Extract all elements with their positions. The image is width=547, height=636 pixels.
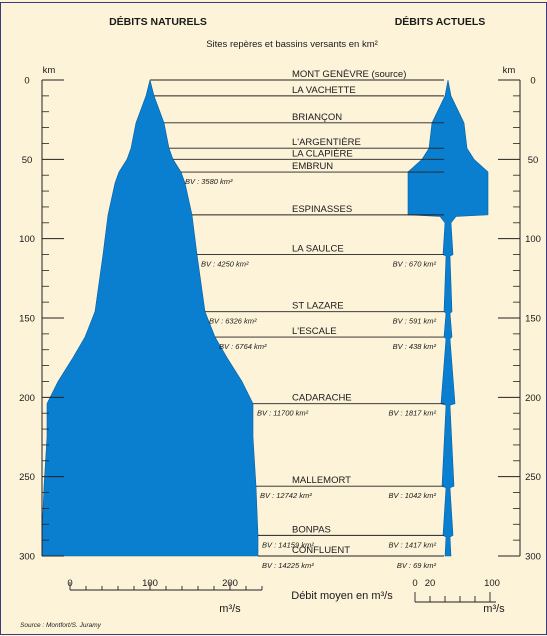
bv-actual-11: BV : 1042 km² <box>388 491 436 500</box>
site-label-7: LA SAULCE <box>292 244 344 255</box>
km-tick-label-100: 100 <box>19 234 35 245</box>
km-tick-label-200: 200 <box>19 393 35 404</box>
flow-tick-label-right-1: 20 <box>425 578 436 589</box>
flow-tick-label-0: 0 <box>67 578 72 589</box>
km-tick-label-150: 150 <box>19 314 35 325</box>
bv-natural-11: BV : 12742 km² <box>260 491 312 500</box>
site-label-13: CONFLUENT <box>292 545 350 556</box>
bv-natural-13: BV : 14225 km² <box>262 561 314 570</box>
bottom-left-flow-axis: 0 100 200 m³/s <box>67 578 263 615</box>
km-tick-label-250: 250 <box>19 472 35 483</box>
km-tick-label-100: 100 <box>525 234 541 245</box>
bv-actual-13: BV : 69 km² <box>397 561 437 570</box>
bv-actual-8: BV : 591 km² <box>393 317 437 326</box>
site-label-2: BRIANÇON <box>292 112 342 123</box>
site-label-1: LA VACHETTE <box>292 85 356 96</box>
bv-natural-5: BV : 3580 km² <box>185 177 233 186</box>
bv-actual-7: BV : 670 km² <box>393 260 437 269</box>
km-tick-label-300: 300 <box>525 552 541 563</box>
km-axis-unit: km <box>503 65 516 76</box>
bv-natural-7: BV : 4250 km² <box>201 260 249 269</box>
bv-natural-8: BV : 6326 km² <box>209 317 257 326</box>
bv-natural-9: BV : 6764 km² <box>219 342 267 351</box>
km-tick-label-250: 250 <box>525 472 541 483</box>
site-label-11: MALLEMORT <box>292 475 351 486</box>
flow-tick-label-right-0: 0 <box>412 578 417 589</box>
bottom-right-flow-axis: 0 20 100 m³/s <box>412 578 505 615</box>
site-label-5: EMBRUN <box>292 161 333 172</box>
site-label-9: L'ESCALE <box>292 326 337 337</box>
km-tick-label-50: 50 <box>22 155 33 166</box>
right-title: DÉBITS ACTUELS <box>395 15 486 28</box>
bv-natural-12: BV : 14159 km² <box>262 540 314 549</box>
x-axis-title: Débit moyen en m³/s <box>291 590 393 602</box>
flow-tick-label-right-2: 100 <box>484 578 500 589</box>
actual-flow-shape <box>407 79 489 557</box>
flow-axis-unit: m³/s <box>219 603 241 615</box>
flow-axis-unit-right: m³/s <box>483 603 505 615</box>
flow-shapes <box>41 79 489 557</box>
km-tick-label-150: 150 <box>525 314 541 325</box>
km-tick-label-50: 50 <box>528 155 539 166</box>
left-title: DÉBITS NATURELS <box>109 15 207 28</box>
flow-tick-label-200: 200 <box>222 578 238 589</box>
flow-tick-label-100: 100 <box>142 578 158 589</box>
km-axis-unit: km <box>43 65 56 76</box>
left-km-axis: 0 50 100 150 200 250 300 km <box>19 65 64 563</box>
site-label-12: BONPAS <box>292 524 331 535</box>
site-label-3: L'ARGENTIÈRE <box>292 137 361 148</box>
right-km-axis: 0 50 100 150 200 250 300 km <box>498 65 541 563</box>
km-tick-label-300: 300 <box>19 552 35 563</box>
site-label-10: CADARACHE <box>292 393 352 404</box>
source-note: Source : Montfort/S. Juramy <box>20 622 102 629</box>
site-label-0: MONT GENÈVRE (source) <box>292 69 406 80</box>
bv-natural-10: BV : 11700 km² <box>257 409 309 418</box>
km-tick-label-0: 0 <box>530 76 535 87</box>
bv-actual-10: BV : 1817 km² <box>388 409 436 418</box>
site-label-8: ST LAZARE <box>292 301 344 312</box>
natural-flow-shape <box>41 79 259 557</box>
site-lines: MONT GENÈVRE (source) LA VACHETTE BRIANÇON… <box>150 69 444 570</box>
bv-actual-12: BV : 1417 km² <box>388 540 436 549</box>
subtitle: Sites repères et bassins versants en km² <box>206 39 378 50</box>
site-label-4: LA CLAPIÈRE <box>292 148 353 159</box>
km-tick-label-200: 200 <box>525 393 541 404</box>
bv-actual-9: BV : 438 km² <box>393 342 437 351</box>
km-tick-label-0: 0 <box>24 76 29 87</box>
site-label-6: ESPINASSES <box>292 204 352 215</box>
